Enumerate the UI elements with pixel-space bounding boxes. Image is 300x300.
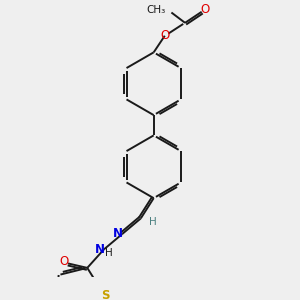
Text: O: O xyxy=(59,255,68,268)
Text: N: N xyxy=(113,227,123,240)
Text: H: H xyxy=(149,217,157,227)
Text: H: H xyxy=(105,248,113,258)
Text: O: O xyxy=(201,3,210,16)
Text: CH₃: CH₃ xyxy=(146,5,165,15)
Text: O: O xyxy=(160,29,170,42)
Text: S: S xyxy=(102,289,110,300)
Text: N: N xyxy=(94,243,104,256)
